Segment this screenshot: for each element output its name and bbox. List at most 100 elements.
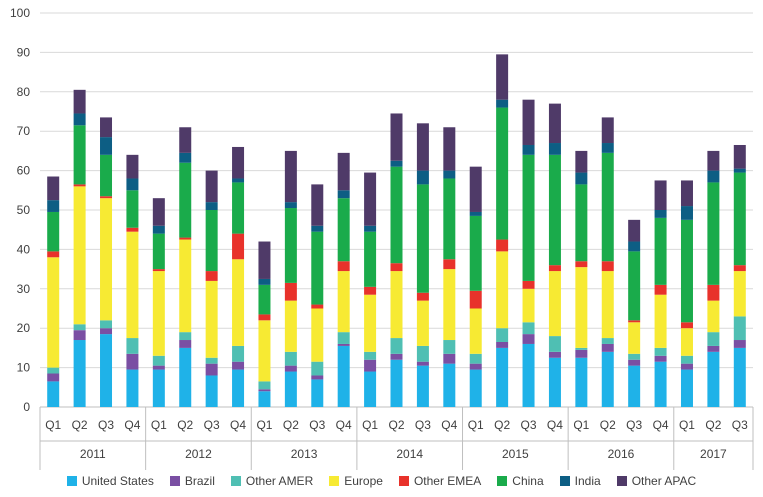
bar-segment bbox=[311, 308, 324, 362]
bar-segment bbox=[73, 125, 86, 185]
legend-label: Other AMER bbox=[245, 474, 314, 488]
bar-segment bbox=[496, 107, 509, 240]
quarter-tick-label: Q2 bbox=[72, 418, 88, 432]
quarter-tick-label: Q1 bbox=[256, 418, 272, 432]
bar-segment bbox=[152, 271, 165, 356]
bar-segment bbox=[522, 288, 535, 323]
bar-segment bbox=[179, 239, 192, 333]
bar-segment bbox=[548, 154, 561, 266]
bar-segment bbox=[707, 150, 720, 171]
bar-segment bbox=[284, 202, 297, 209]
bar-segment bbox=[284, 282, 297, 301]
legend-item: Europe bbox=[329, 474, 383, 488]
bar-segment bbox=[390, 166, 403, 264]
bar-segment bbox=[416, 170, 429, 185]
bar-segment bbox=[390, 359, 403, 407]
bar-segment bbox=[575, 347, 588, 350]
bar-segment bbox=[443, 127, 456, 171]
y-tick-label: 60 bbox=[17, 164, 31, 178]
bar-segment bbox=[707, 345, 720, 352]
quarter-tick-label: Q1 bbox=[573, 418, 589, 432]
bar-segment bbox=[47, 200, 60, 212]
y-tick-label: 50 bbox=[17, 203, 31, 217]
bar-segment bbox=[232, 233, 245, 260]
bar-segment bbox=[73, 113, 86, 126]
bar-segment bbox=[311, 375, 324, 380]
y-tick-label: 30 bbox=[17, 282, 31, 296]
bar-segment bbox=[73, 89, 86, 114]
legend-swatch bbox=[66, 476, 77, 486]
year-tick-label: 2017 bbox=[700, 447, 727, 461]
bar-segment bbox=[628, 251, 641, 321]
bar-segment bbox=[152, 355, 165, 366]
bar-segment bbox=[205, 357, 218, 364]
bar-segment bbox=[337, 190, 350, 199]
legend-item: Other EMEA bbox=[398, 474, 481, 488]
bar-segment bbox=[575, 261, 588, 268]
bar-segment bbox=[205, 271, 218, 281]
quarter-tick-label: Q4 bbox=[653, 418, 669, 432]
bar-segment bbox=[311, 361, 324, 376]
bar-segment bbox=[443, 170, 456, 179]
bar-segment bbox=[152, 369, 165, 407]
bar-segment bbox=[469, 166, 482, 212]
bar-segment bbox=[258, 284, 271, 315]
x-axis: Q1 Q2 Q3 Q4 2011 Q1 Q2 Q3 Q4 2012 Q1 Q2 Q3 Q4 2013 Q1 Q2… bbox=[39, 407, 754, 470]
bar-segment bbox=[680, 180, 693, 207]
bar-segment bbox=[152, 233, 165, 270]
quarter-tick-label: Q2 bbox=[388, 418, 404, 432]
y-axis-tick-labels: 0 10 20 30 40 50 60 70 80 90 100 bbox=[10, 6, 30, 414]
legend-label: Europe bbox=[344, 474, 383, 488]
bar-segment bbox=[390, 113, 403, 161]
bar-segment bbox=[733, 316, 746, 341]
quarter-tick-label: Q2 bbox=[283, 418, 299, 432]
bar-segment bbox=[548, 336, 561, 352]
quarter-tick-label: Q4 bbox=[124, 418, 140, 432]
bar-segment bbox=[654, 217, 667, 285]
quarter-tick-label: Q4 bbox=[547, 418, 563, 432]
bar-segment bbox=[364, 359, 377, 372]
bar-segment bbox=[337, 152, 350, 191]
bar-segment bbox=[416, 292, 429, 301]
legend-item: Brazil bbox=[169, 474, 215, 488]
bar-segment bbox=[496, 251, 509, 329]
bar-segment bbox=[232, 259, 245, 346]
bar-segment bbox=[628, 353, 641, 360]
bar-segment bbox=[232, 178, 245, 183]
bar-segment bbox=[733, 172, 746, 266]
bar-segment bbox=[258, 320, 271, 382]
bar-segment bbox=[179, 332, 192, 341]
y-tick-label: 80 bbox=[17, 85, 31, 99]
bar-segment bbox=[548, 357, 561, 407]
bar-segment bbox=[232, 345, 245, 362]
y-tick-label: 10 bbox=[17, 361, 31, 375]
bar-segment bbox=[575, 184, 588, 262]
bar-segment bbox=[733, 347, 746, 407]
bar-segment bbox=[496, 347, 509, 407]
bar-segment bbox=[179, 340, 192, 348]
bar-segment bbox=[680, 206, 693, 220]
bar-segment bbox=[337, 343, 350, 346]
legend: United States Brazil Other AMER Europe Other… bbox=[0, 470, 763, 492]
bar-segment bbox=[126, 338, 139, 354]
quarter-tick-label: Q1 bbox=[362, 418, 378, 432]
bar-segment bbox=[126, 154, 139, 179]
y-tick-label: 90 bbox=[17, 45, 31, 59]
bar-segment bbox=[179, 237, 192, 240]
bar-segment bbox=[152, 365, 165, 370]
bar-segment bbox=[258, 314, 271, 321]
bar-segment bbox=[469, 215, 482, 291]
bar-segment bbox=[364, 231, 377, 287]
bar-segment bbox=[73, 324, 86, 331]
bar-segment bbox=[548, 265, 561, 272]
legend-label: India bbox=[574, 474, 601, 488]
bar-segment bbox=[364, 172, 377, 226]
bar-segment bbox=[522, 154, 535, 281]
quarter-tick-label: Q3 bbox=[521, 418, 537, 432]
bar-segment bbox=[390, 160, 403, 167]
bar-segment bbox=[680, 355, 693, 364]
bar-segment bbox=[601, 271, 614, 339]
bar-segment bbox=[469, 363, 482, 370]
bar-segment bbox=[628, 219, 641, 242]
bar-segment bbox=[628, 359, 641, 366]
